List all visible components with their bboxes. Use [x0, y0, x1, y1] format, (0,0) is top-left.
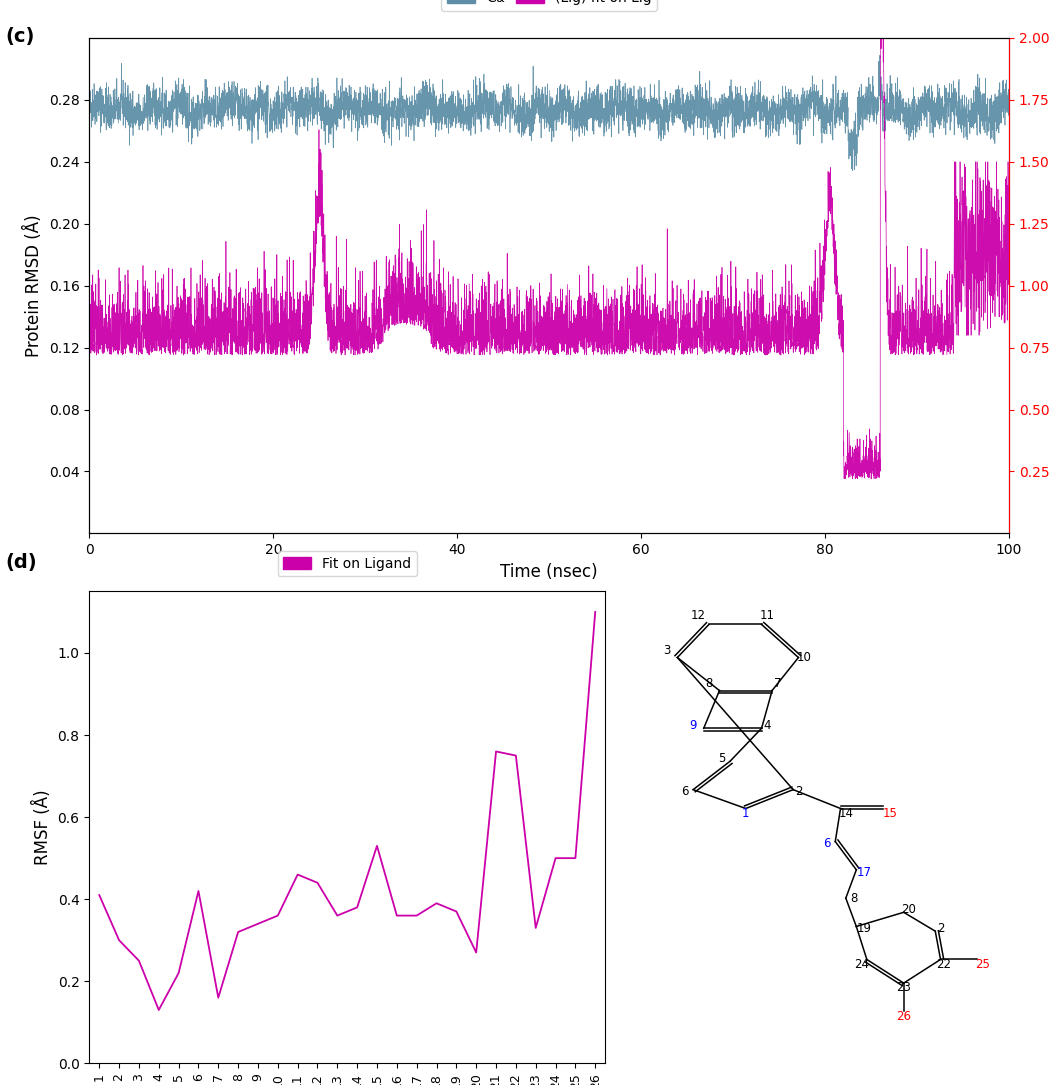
Text: 6: 6	[824, 838, 831, 851]
Text: 4: 4	[763, 719, 770, 732]
Text: 17: 17	[857, 866, 871, 879]
Text: 1: 1	[742, 807, 749, 820]
Text: 7: 7	[774, 677, 781, 690]
Text: 23: 23	[897, 981, 911, 994]
Text: (d): (d)	[5, 553, 37, 573]
Text: 5: 5	[719, 753, 726, 765]
Text: 8: 8	[850, 892, 858, 905]
Text: 2: 2	[795, 786, 802, 799]
Text: 9: 9	[689, 719, 697, 732]
Text: 26: 26	[897, 1010, 911, 1023]
Text: 25: 25	[975, 958, 990, 971]
Text: 2: 2	[936, 922, 944, 935]
Text: 8: 8	[705, 677, 713, 690]
Y-axis label: RMSF (Å): RMSF (Å)	[33, 790, 53, 865]
Text: 3: 3	[663, 643, 671, 656]
Y-axis label: Protein RMSD (Å): Protein RMSD (Å)	[24, 215, 43, 357]
Legend: Cα, (Lig) fit on Lig: Cα, (Lig) fit on Lig	[441, 0, 657, 11]
Text: (c): (c)	[5, 27, 35, 47]
Text: 20: 20	[902, 904, 916, 917]
Text: 15: 15	[883, 807, 898, 820]
Text: 22: 22	[935, 958, 951, 971]
Text: 19: 19	[857, 922, 871, 935]
Text: 11: 11	[759, 609, 775, 622]
Text: 6: 6	[681, 786, 689, 799]
Text: 14: 14	[839, 807, 853, 820]
Text: 12: 12	[691, 609, 706, 622]
Text: 24: 24	[854, 958, 869, 971]
X-axis label: Time (nsec): Time (nsec)	[500, 563, 598, 580]
Legend: Fit on Ligand: Fit on Ligand	[277, 551, 417, 576]
Text: 10: 10	[797, 651, 811, 664]
